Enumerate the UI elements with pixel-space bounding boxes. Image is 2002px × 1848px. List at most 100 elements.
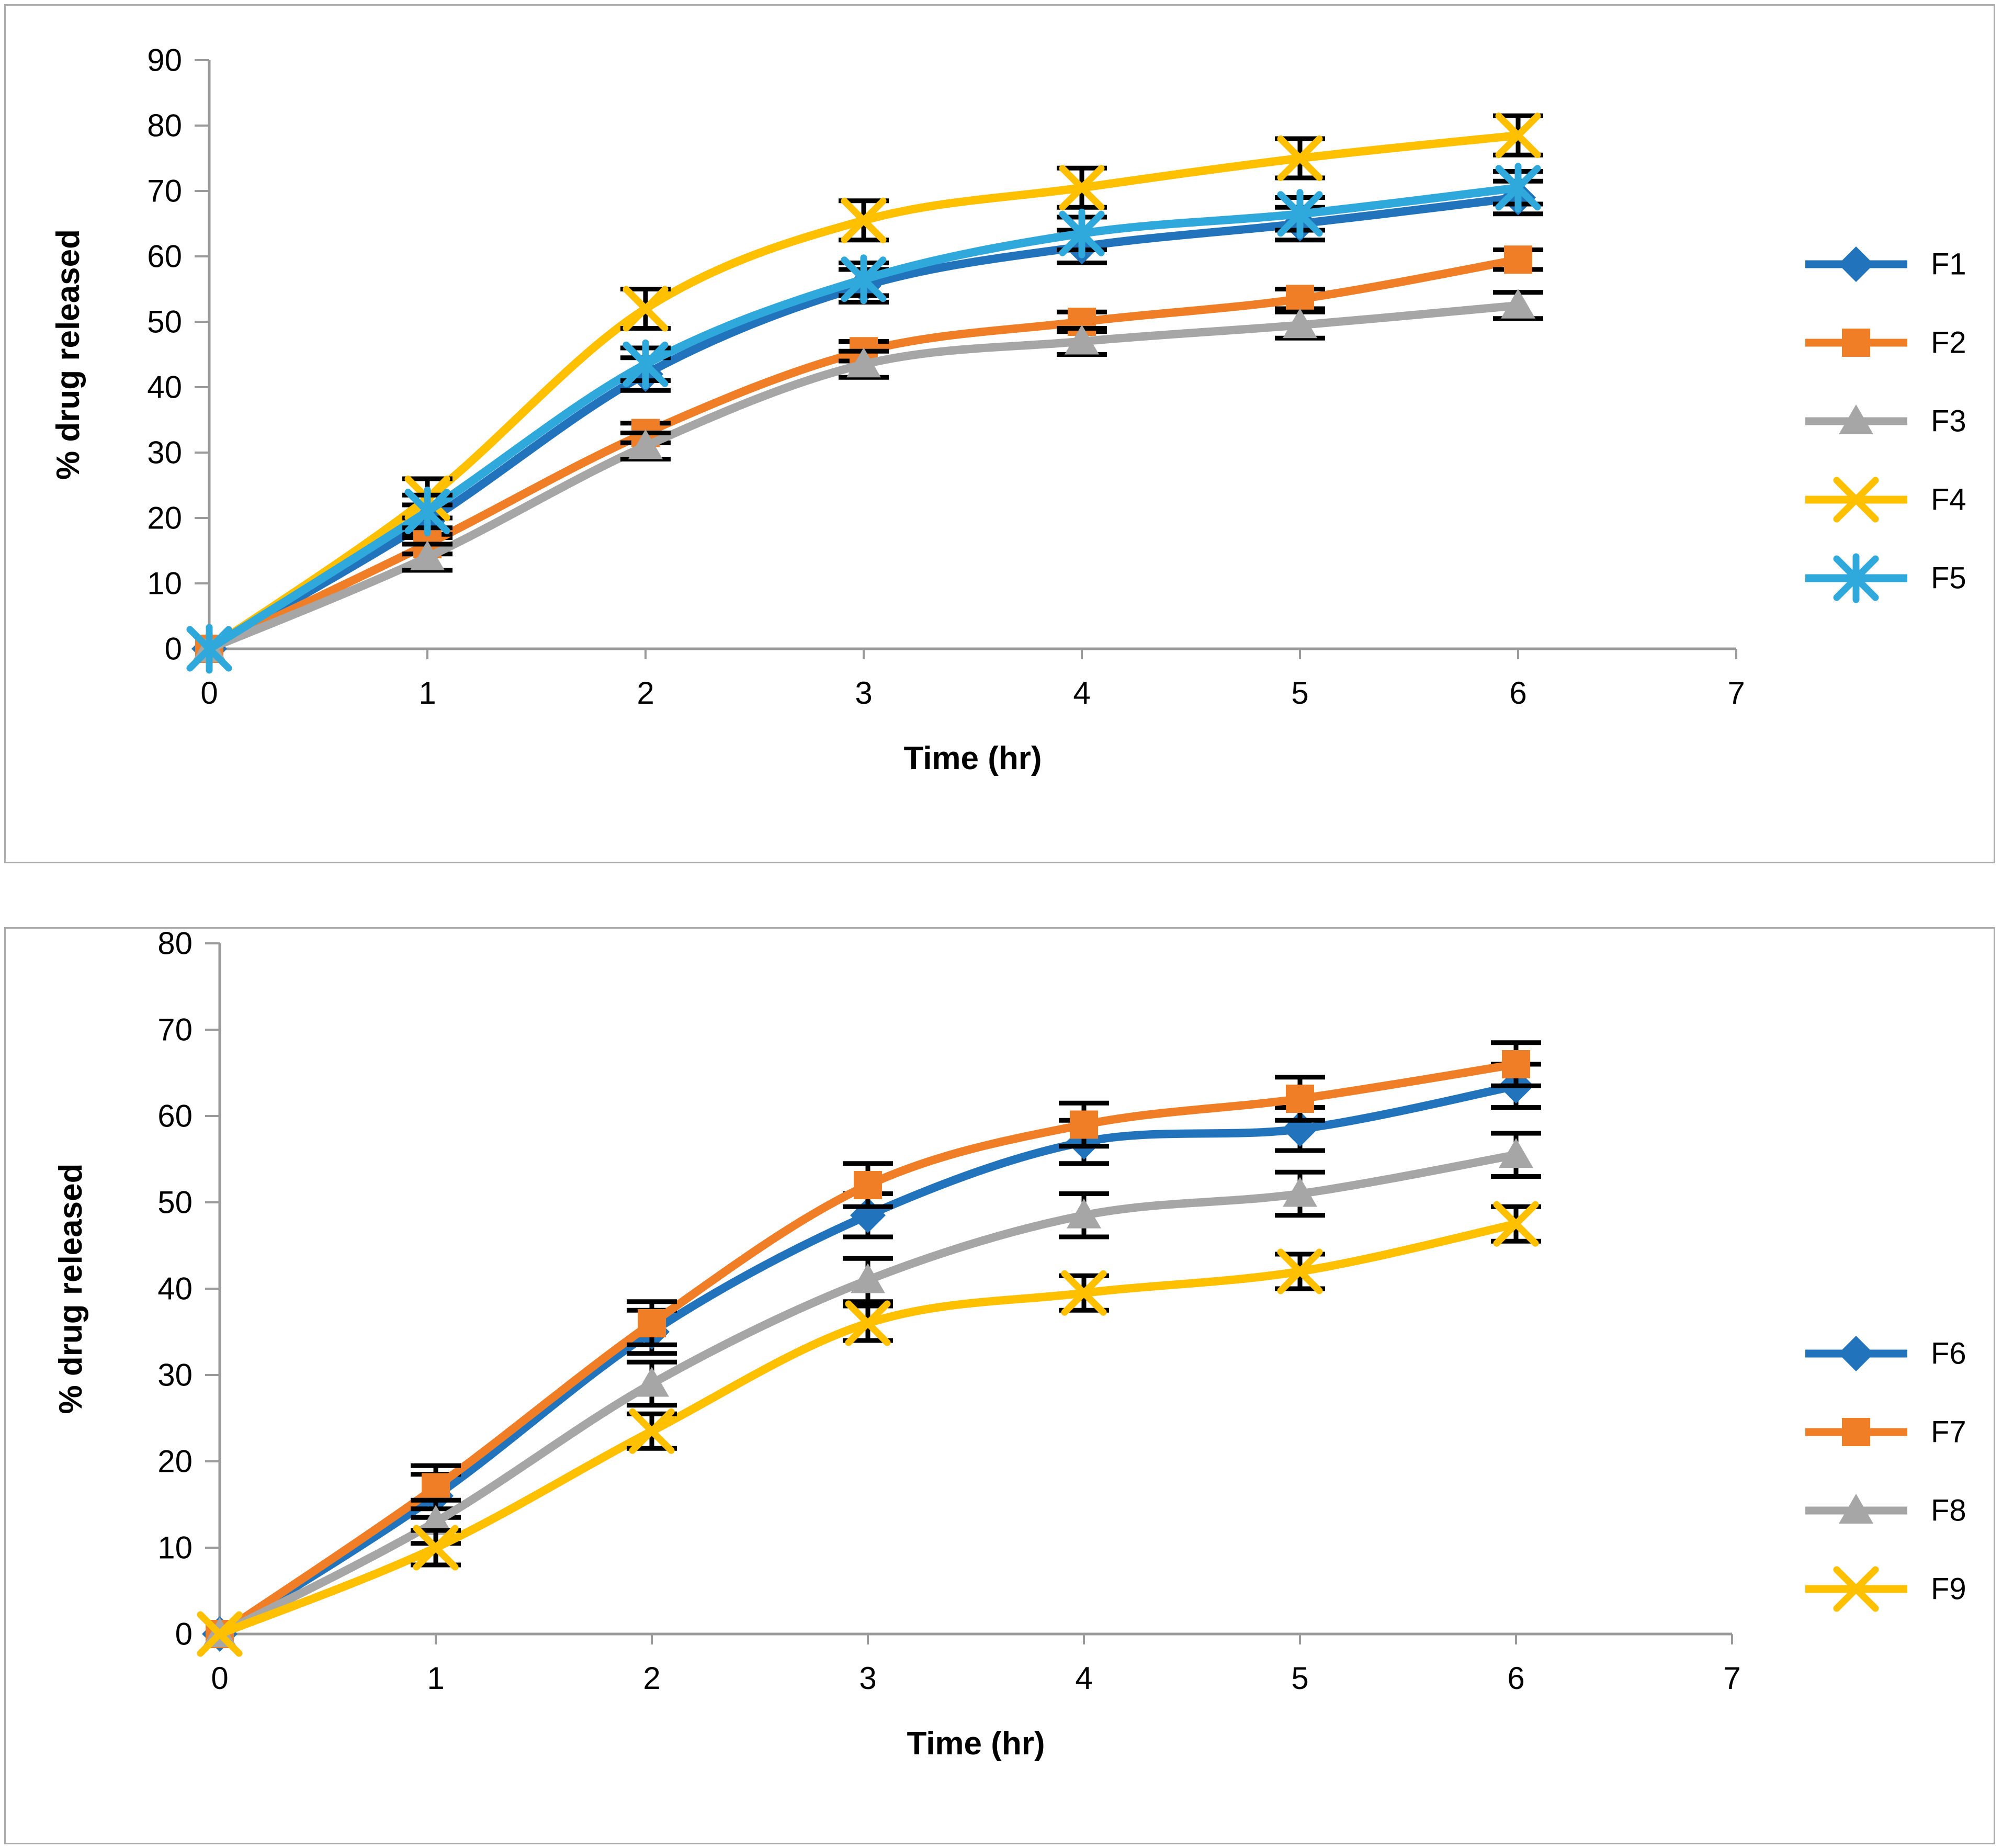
legend-label: F1 — [1931, 247, 1966, 281]
bottom-chart: 0 10 20 30 40 50 60 70 80 0 1 2 3 4 5 6 7 Time (hr) % drug… — [53, 929, 1966, 1762]
y-tick-label: 60 — [157, 1099, 193, 1134]
y-tick-label: 70 — [147, 174, 182, 209]
series-F8-marker — [419, 1505, 453, 1535]
series-F3-marker — [1283, 308, 1317, 339]
series-F5-marker — [404, 487, 450, 536]
series-F5 — [186, 163, 1543, 674]
legend-label: F4 — [1931, 483, 1966, 517]
x-tick-label: 0 — [211, 1661, 228, 1696]
legend-marker-triangle — [1839, 404, 1873, 434]
legend-marker-x — [1833, 1566, 1879, 1612]
series-F4-marker — [1059, 165, 1105, 211]
y-tick-label: 80 — [157, 929, 193, 961]
legend-item-F5: F5 — [1805, 553, 1966, 603]
series-F7-marker — [638, 1309, 666, 1337]
series-F9-marker — [197, 1611, 243, 1657]
series-F8 — [202, 1131, 1541, 1647]
series-F3-marker — [1501, 288, 1535, 319]
legend-item-F7: F7 — [1805, 1415, 1966, 1449]
series-F7-marker — [1070, 1110, 1098, 1139]
series-F9 — [197, 1201, 1541, 1657]
series-F9-marker — [1277, 1248, 1323, 1294]
legend-item-F1: F1 — [1805, 246, 1966, 282]
series-F8-marker — [1283, 1177, 1317, 1207]
y-tick-label: 0 — [175, 1617, 193, 1652]
series-F8-marker — [635, 1367, 669, 1397]
legend: F6 F7 F8 F9 — [1805, 1336, 1966, 1612]
legend-label: F7 — [1931, 1415, 1966, 1449]
y-tick-label: 50 — [157, 1185, 193, 1220]
y-tick-label: 40 — [157, 1271, 193, 1306]
series-F4-marker — [841, 197, 887, 243]
series-F3-marker — [410, 540, 445, 570]
series-F2-marker — [1504, 245, 1532, 274]
legend-label: F8 — [1931, 1494, 1966, 1528]
series-F9-marker — [413, 1525, 459, 1571]
y-tick-label: 10 — [147, 566, 182, 601]
series-F4-marker — [1495, 112, 1541, 159]
top-chart: 0 10 20 30 40 50 60 70 80 90 0 1 2 3 4 5 6 7 Time (hr) % dr… — [50, 43, 1966, 777]
series-F3-marker — [628, 429, 663, 459]
series-F8-marker — [851, 1263, 885, 1293]
legend-marker-diamond — [1838, 1336, 1874, 1371]
x-tick-label: 2 — [643, 1661, 660, 1696]
series-F2-error-bars — [402, 247, 1543, 557]
y-tick-label: 60 — [147, 239, 182, 274]
series-F9-marker — [629, 1408, 675, 1454]
series-F4 — [186, 112, 1543, 672]
x-tick-label: 7 — [1727, 675, 1745, 711]
y-tick-label: 70 — [157, 1012, 193, 1047]
series-F3 — [192, 288, 1543, 662]
legend-marker-triangle — [1839, 1494, 1873, 1524]
series-F9-marker — [1493, 1201, 1539, 1247]
x-tick-label: 1 — [427, 1661, 444, 1696]
series-F7 — [206, 1040, 1541, 1648]
legend-item-F3: F3 — [1805, 404, 1966, 438]
y-axis-title: % drug released — [50, 229, 86, 480]
legend-item-F6: F6 — [1805, 1336, 1966, 1371]
y-axis-title: % drug released — [53, 1164, 89, 1414]
legend-item-F9: F9 — [1805, 1566, 1966, 1612]
legend-item-F4: F4 — [1805, 477, 1966, 523]
x-tick-label: 2 — [637, 675, 654, 711]
legend-marker-star — [1833, 553, 1879, 603]
series-F7-marker — [854, 1171, 882, 1199]
top-chart-panel: 0 10 20 30 40 50 60 70 80 90 0 1 2 3 4 5 6 7 Time (hr) % dr… — [4, 4, 1995, 863]
y-tick-label: 30 — [147, 435, 182, 470]
series-F2 — [195, 245, 1543, 663]
legend-marker-x — [1833, 477, 1879, 523]
axes: 0 10 20 30 40 50 60 70 80 90 0 1 2 3 4 5 6 7 Time (hr) % dr… — [50, 43, 1745, 777]
series-F4-marker — [623, 286, 669, 332]
legend-label: F2 — [1931, 326, 1966, 360]
y-tick-label: 30 — [157, 1358, 193, 1393]
y-tick-label: 10 — [157, 1530, 193, 1565]
series-F6-error-bars — [411, 1062, 1541, 1520]
legend-label: F9 — [1931, 1572, 1966, 1606]
series-F8-marker — [1499, 1138, 1533, 1168]
y-tick-label: 20 — [157, 1444, 193, 1479]
legend-marker-diamond — [1838, 246, 1874, 282]
series-F8-error-bars — [411, 1131, 1541, 1546]
legend-item-F2: F2 — [1805, 326, 1966, 360]
y-tick-label: 40 — [147, 370, 182, 405]
series-F7-error-bars — [411, 1040, 1541, 1512]
bottom-chart-panel: 0 10 20 30 40 50 60 70 80 0 1 2 3 4 5 6 7 Time (hr) % drug… — [4, 927, 1995, 1844]
series-F4-marker — [1277, 136, 1323, 181]
y-tick-label: 80 — [147, 108, 182, 143]
y-tick-label: 0 — [165, 632, 182, 667]
series-F3-marker — [846, 347, 881, 378]
x-tick-label: 5 — [1291, 1661, 1308, 1696]
y-tick-label: 50 — [147, 305, 182, 340]
x-tick-label: 4 — [1075, 1661, 1092, 1696]
legend-label: F5 — [1931, 561, 1966, 595]
legend-marker-square — [1842, 329, 1870, 357]
y-tick-label: 20 — [147, 501, 182, 536]
x-axis-title: Time (hr) — [907, 1726, 1045, 1762]
legend: F1 F2 F3 F4 F5 — [1805, 246, 1966, 603]
x-tick-label: 7 — [1723, 1661, 1740, 1696]
series-F2-line — [205, 255, 1522, 653]
series-F5-marker — [186, 624, 232, 674]
series-F7-marker — [422, 1473, 450, 1502]
x-tick-label: 4 — [1073, 675, 1090, 711]
